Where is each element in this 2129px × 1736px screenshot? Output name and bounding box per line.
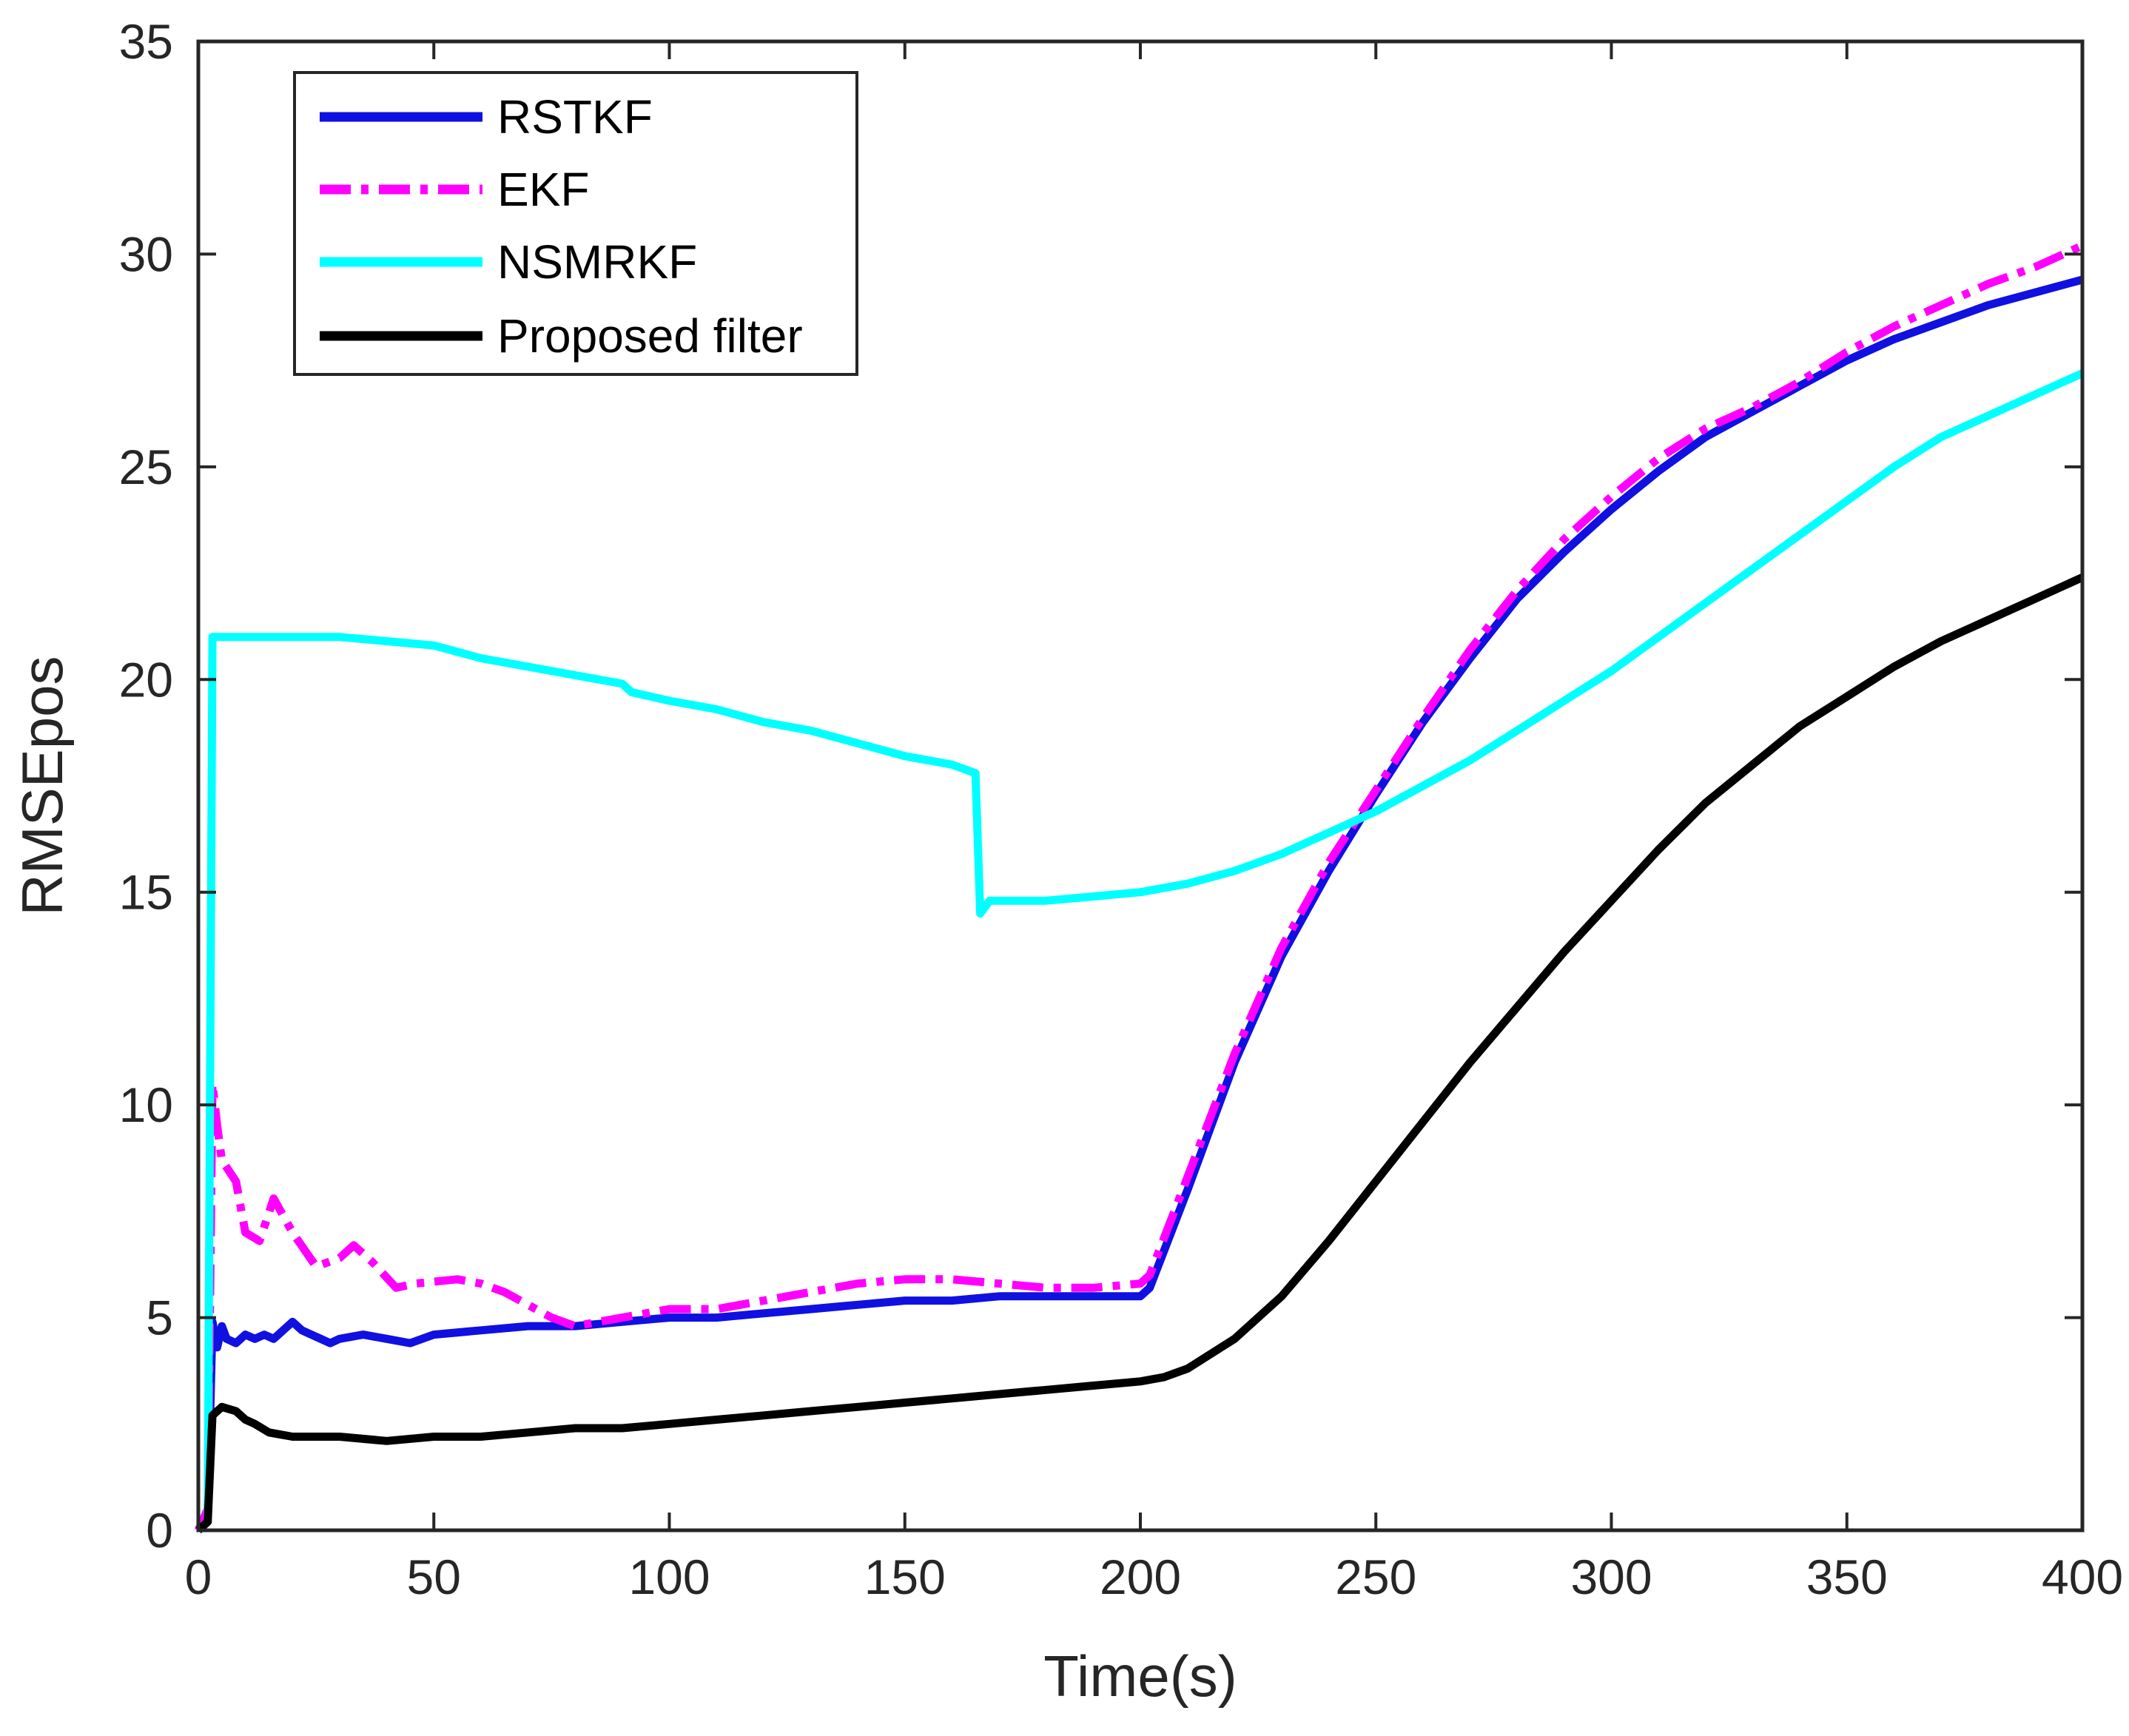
x-tick-label: 50: [407, 1550, 461, 1604]
y-axis: 0 5 10 15 20 25 30 35: [119, 14, 2082, 1558]
x-tick-label: 400: [2042, 1550, 2123, 1604]
series-line-nsmrkf: [195, 369, 2085, 1534]
x-axis-label: Time(s): [1043, 1644, 1237, 1709]
y-tick-label: 5: [146, 1291, 173, 1345]
x-tick-label: 350: [1806, 1550, 1888, 1604]
legend-label-proposed-filter: Proposed filter: [497, 309, 803, 363]
legend-label-nsmrkf: NSMRKF: [497, 235, 697, 289]
x-tick-label: 250: [1335, 1550, 1416, 1604]
y-tick-label: 30: [119, 226, 173, 281]
x-axis: 0 50 100 150 200 250 300 350 400: [185, 41, 2123, 1604]
y-tick-label: 15: [119, 865, 173, 920]
series-line-ekf: [194, 241, 2085, 1533]
y-tick-label: 35: [119, 14, 173, 69]
y-tick-label: 20: [119, 652, 173, 707]
series-line-proposed-filter: [195, 573, 2085, 1534]
legend-box: [293, 71, 858, 376]
x-tick-label: 100: [628, 1550, 710, 1604]
x-tick-label: 300: [1570, 1550, 1652, 1604]
legend-label-rstkf: RSTKF: [497, 90, 653, 144]
x-tick-label: 200: [1100, 1550, 1181, 1604]
legend-label-ekf: EKF: [497, 163, 589, 216]
series-line-rstkf: [195, 275, 2084, 1533]
legend-entries: RSTKF EKF NSMRKF Proposed filter: [320, 90, 803, 363]
series-layer: [194, 241, 2085, 1534]
x-tick-label: 150: [864, 1550, 946, 1604]
y-tick-label: 10: [119, 1077, 173, 1132]
legend: RSTKF EKF NSMRKF Proposed filter: [293, 71, 858, 376]
y-tick-label: 25: [119, 440, 173, 494]
y-tick-label: 0: [146, 1503, 173, 1558]
x-tick-label: 0: [185, 1550, 212, 1604]
y-axis-label: RMSEpos: [10, 656, 75, 915]
